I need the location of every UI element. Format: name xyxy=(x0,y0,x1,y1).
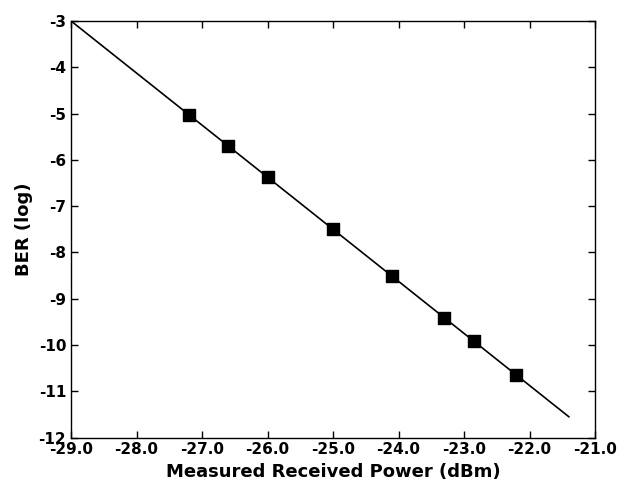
Point xyxy=(439,314,449,322)
Point xyxy=(262,173,272,181)
Point xyxy=(328,225,338,233)
Point xyxy=(511,371,521,379)
X-axis label: Measured Received Power (dBm): Measured Received Power (dBm) xyxy=(166,463,501,481)
Point xyxy=(223,142,233,150)
Point xyxy=(469,337,479,345)
Y-axis label: BER (log): BER (log) xyxy=(15,183,33,276)
Point xyxy=(184,111,194,119)
Point xyxy=(387,272,397,280)
